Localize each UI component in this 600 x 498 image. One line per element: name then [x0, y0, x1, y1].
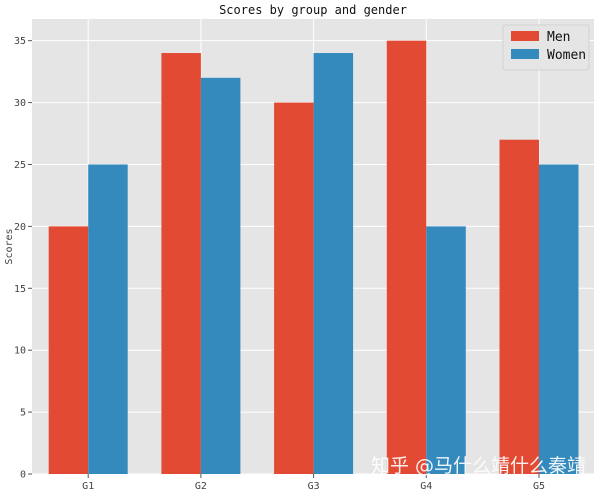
x-tick-label: G4	[420, 481, 432, 492]
x-tick-label: G2	[195, 481, 207, 492]
y-tick-label: 0	[20, 470, 26, 481]
y-tick-label: 20	[14, 222, 26, 233]
bar-men-g1	[48, 226, 89, 474]
legend-label-women: Women	[547, 48, 586, 63]
y-tick-label: 5	[20, 408, 26, 419]
y-tick-label: 15	[14, 284, 26, 295]
bar-women-g3	[313, 53, 354, 475]
chart-title: Scores by group and gender	[219, 3, 407, 17]
bar-women-g1	[88, 164, 128, 474]
bar-women-g5	[539, 164, 579, 474]
watermark-text: 知乎 @马什么靖什么秦靖	[371, 455, 586, 477]
x-tick-label: G1	[82, 481, 94, 492]
bar-men-g3	[274, 102, 314, 475]
legend-label-men: Men	[547, 30, 570, 45]
bar-men-g5	[499, 139, 539, 474]
y-tick-label: 10	[14, 346, 26, 357]
bar-women-g2	[200, 77, 241, 475]
axis-ticks: 0 5 10 15 20 25 30 35 G1 G2 G3 G4 G5	[14, 36, 545, 492]
y-tick-label: 30	[14, 98, 26, 109]
y-tick-label: 25	[14, 160, 26, 171]
bar-women-g4	[426, 226, 466, 474]
y-tick-label: 35	[14, 36, 26, 47]
legend-swatch-men	[511, 31, 539, 41]
y-axis-label: Scores	[4, 228, 15, 264]
bars	[48, 40, 579, 475]
bar-men-g2	[161, 53, 201, 475]
x-tick-label: G5	[533, 481, 545, 492]
bar-men-g4	[386, 40, 427, 475]
legend-swatch-women	[511, 49, 539, 59]
x-tick-label: G3	[308, 481, 320, 492]
legend: Men Women	[502, 24, 590, 71]
